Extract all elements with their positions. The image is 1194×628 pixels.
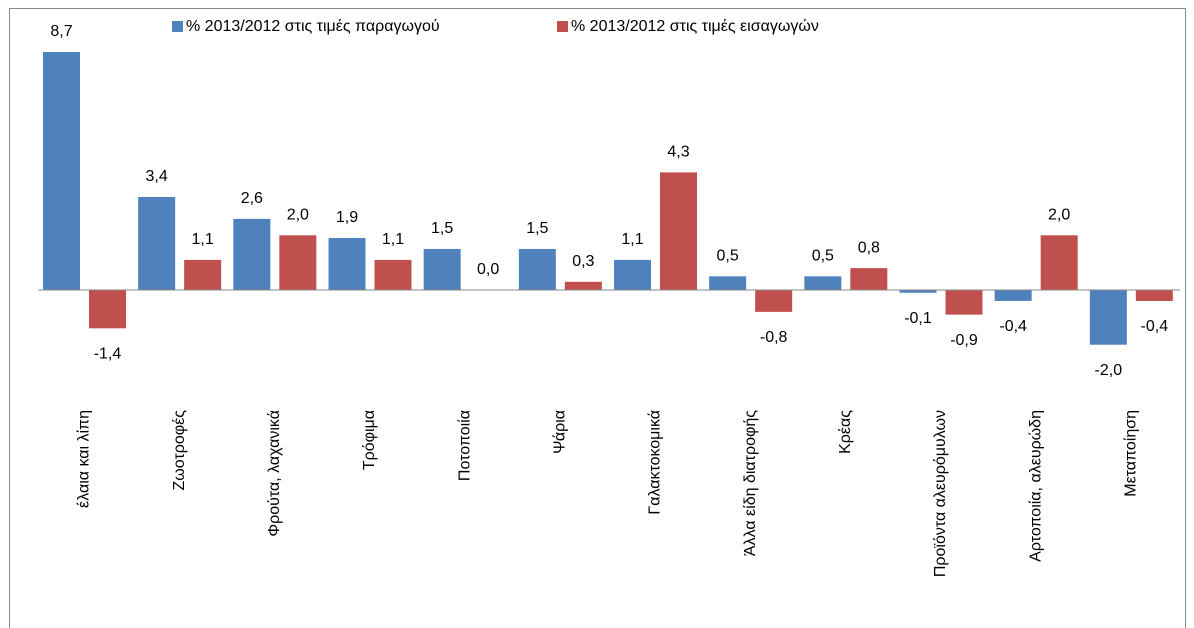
bar <box>184 259 222 290</box>
data-label: 1,1 <box>621 231 643 248</box>
data-label: -0,8 <box>760 329 788 346</box>
data-label: 1,9 <box>336 209 358 226</box>
data-label: 1,5 <box>431 220 453 237</box>
bar <box>518 248 556 290</box>
bar <box>564 281 602 290</box>
data-label: 2,0 <box>287 207 309 224</box>
bar <box>328 238 366 290</box>
bar <box>423 248 461 290</box>
x-tick-label: Ζωοτροφές <box>171 410 188 491</box>
data-label: 0,5 <box>717 248 739 265</box>
bar <box>709 276 747 290</box>
data-label: -0,4 <box>1141 318 1169 335</box>
data-label: 0,8 <box>858 239 880 256</box>
chart-frame <box>9 8 1186 628</box>
bar <box>899 290 937 293</box>
bar <box>850 268 888 290</box>
bar <box>945 290 983 315</box>
x-tick-label: Ποτοποιία <box>456 410 473 481</box>
data-label: -2,0 <box>1095 362 1123 379</box>
bar <box>1040 235 1078 290</box>
x-tick-label: έλαια και λίπη <box>76 410 93 508</box>
x-tick-label: Άλλα είδη διατροφής <box>742 410 759 556</box>
legend-swatch <box>557 21 568 32</box>
x-tick-label: Γαλακτοκομικά <box>647 410 664 515</box>
x-tick-label: Αρτοποιία, αλευρώδη <box>1027 410 1044 562</box>
x-tick-label: Κρέας <box>837 410 854 454</box>
x-tick-label: Φρούτα, λαχανικά <box>266 410 283 537</box>
data-label: 3,4 <box>146 168 168 185</box>
data-label: 2,0 <box>1048 207 1070 224</box>
bar <box>233 218 271 290</box>
bar <box>660 172 697 290</box>
data-label: 2,6 <box>241 190 263 207</box>
bar <box>1089 290 1127 345</box>
bar <box>755 290 793 312</box>
data-label: 1,1 <box>192 231 214 248</box>
data-label: 4,3 <box>667 144 689 161</box>
bar <box>89 290 126 329</box>
x-tick-label: Τρόφιμα <box>361 410 378 470</box>
data-label: 8,7 <box>50 23 72 40</box>
data-label: -0,1 <box>904 310 932 327</box>
bar <box>614 259 651 290</box>
x-tick-label: Προϊόντα αλευρόμυλων <box>932 410 949 577</box>
x-tick-label: Μεταποίηση <box>1123 410 1140 497</box>
data-label: 1,5 <box>526 220 548 237</box>
x-tick-label: Ψάρια <box>552 410 569 454</box>
bar <box>279 235 317 290</box>
bar <box>994 290 1032 301</box>
bar <box>374 259 412 290</box>
legend-label: % 2013/2012 στις τιμές παραγωγού <box>186 18 440 35</box>
data-label: 1,1 <box>382 231 404 248</box>
bar <box>1135 290 1173 301</box>
data-label: 0,3 <box>572 253 594 270</box>
legend-label: % 2013/2012 στις τιμές εισαγωγών <box>571 18 819 35</box>
bar <box>43 52 80 290</box>
data-label: -0,4 <box>999 318 1027 335</box>
bar <box>804 276 842 290</box>
data-label: 0,5 <box>812 248 834 265</box>
legend-swatch <box>172 21 183 32</box>
data-label: -1,4 <box>94 346 122 363</box>
bar <box>138 196 176 290</box>
data-label: 0,0 <box>477 261 499 278</box>
data-label: -0,9 <box>950 332 978 349</box>
